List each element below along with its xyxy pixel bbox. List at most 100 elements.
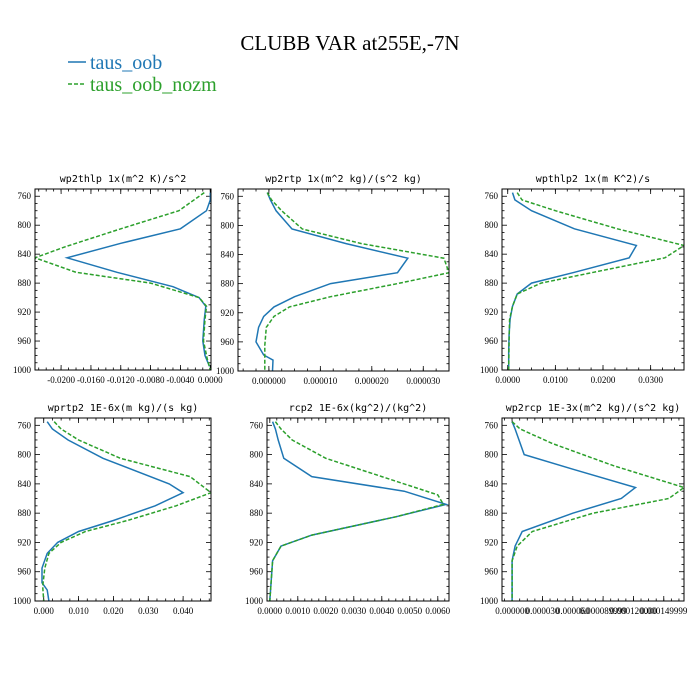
y-tick-label: 960 (18, 336, 32, 346)
y-tick-label: 840 (221, 250, 235, 260)
y-tick-label: 960 (221, 337, 235, 347)
panel-4: wprtp2 1E-6x(m kg)/(s kg) 760 800 840 880 920… (13, 403, 212, 616)
x-tick-label: 0.0000 (257, 606, 282, 616)
y-tick-label: 960 (485, 336, 499, 346)
panel-1: wp2thlp 1x(m^2 K)/s^2 760 800 840 880 920 960 1… (13, 174, 223, 385)
y-tick-label: 960 (18, 567, 32, 577)
y-tick-label: 920 (18, 537, 32, 547)
y-tick-label: 840 (18, 249, 32, 259)
x-tick-label: 0.000060 (556, 606, 590, 616)
figure-title: CLUBB VAR at255E,-7N (240, 31, 459, 55)
plot-frame (237, 188, 450, 372)
series-line-taus-oob (64, 192, 211, 367)
x-tick-label: 0.000000 (495, 606, 529, 616)
x-tick-label: -0.0120 (107, 375, 135, 385)
x-tick-label: 0.020 (103, 606, 124, 616)
x-tick-label: 0.0050 (397, 606, 422, 616)
x-tick-label: -0.0160 (77, 375, 105, 385)
legend-label-taus-oob: taus_oob (90, 52, 162, 74)
x-tick-label: 0.0030 (341, 606, 366, 616)
x-tick-label: 0.000010 (303, 376, 337, 386)
y-tick-label: 880 (221, 279, 235, 289)
panel-title: wp2rtp 1x(m^2 kg)/(s^2 kg) (265, 174, 422, 185)
series-line-taus-oob (255, 192, 410, 371)
legend: taus_oob taus_oob_nozm (68, 52, 217, 96)
y-tick-label: 800 (485, 450, 499, 460)
panel-title: wpthlp2 1x(m K^2)/s (536, 174, 650, 185)
x-tick-label: 0.0100 (543, 375, 568, 385)
panel-grid: wp2thlp 1x(m^2 K)/s^2 760 800 840 880 920 960 1… (13, 174, 688, 616)
x-tick-label: 0.000020 (355, 376, 389, 386)
panel-5: rcp2 1E-6x(kg^2)/(kg^2) 760 800 840 880 920 96… (245, 403, 451, 616)
y-tick-label: 880 (18, 278, 32, 288)
y-tick-label: 760 (485, 420, 499, 430)
series-line-taus-oob-nozm (41, 421, 211, 601)
x-tick-label: 0.040 (173, 606, 194, 616)
x-tick-label: 0.0300 (638, 375, 663, 385)
y-tick-label: 880 (485, 508, 499, 518)
plot-frame (501, 188, 685, 371)
x-tick-label: 0.000030 (406, 376, 440, 386)
y-tick-label: 1000 (480, 365, 499, 375)
panel-title: wp2rcp 1E-3x(m^2 kg)/(s^2 kg) (506, 403, 681, 414)
y-tick-label: 1000 (245, 596, 264, 606)
y-tick-label: 960 (250, 567, 264, 577)
y-tick-label: 920 (485, 537, 499, 547)
legend-label-taus-oob-nozm: taus_oob_nozm (90, 74, 217, 96)
x-tick-label: 0.0000 (495, 375, 520, 385)
x-tick-label: 0.0060 (425, 606, 450, 616)
x-tick-label: 0.030 (138, 606, 159, 616)
series-line-taus-oob (511, 421, 638, 601)
panel-2: wp2rtp 1x(m^2 kg)/(s^2 kg) 760 800 840 880 92… (216, 174, 450, 386)
x-tick-label: 0.0040 (369, 606, 394, 616)
series-line-taus-oob-nozm (511, 421, 684, 601)
y-tick-label: 1000 (216, 366, 235, 376)
y-tick-label: 880 (18, 508, 32, 518)
y-tick-label: 840 (250, 479, 264, 489)
x-tick-label: -0.0200 (47, 375, 75, 385)
y-tick-label: 760 (18, 420, 32, 430)
y-tick-label: 800 (18, 220, 32, 230)
y-tick-label: 840 (485, 249, 499, 259)
plot-frame (501, 417, 685, 602)
y-tick-label: 1000 (480, 596, 499, 606)
series-line-taus-oob-nozm (264, 192, 449, 371)
panel-title: wprtp2 1E-6x(m kg)/(s kg) (48, 403, 199, 414)
y-tick-label: 760 (221, 191, 235, 201)
x-tick-label: 0.000 (34, 606, 55, 616)
y-tick-label: 880 (485, 278, 499, 288)
series-line-taus-oob-nozm (507, 192, 684, 370)
x-tick-label: 0.000030 (526, 606, 560, 616)
series-line-taus-oob-nozm (35, 191, 211, 370)
y-tick-label: 1000 (13, 596, 32, 606)
y-tick-label: 840 (485, 479, 499, 489)
y-tick-label: 800 (485, 220, 499, 230)
y-tick-label: 920 (485, 307, 499, 317)
x-tick-label: 0.000149999 (640, 606, 688, 616)
y-tick-label: 920 (250, 537, 264, 547)
y-tick-label: 880 (250, 508, 264, 518)
y-tick-label: 800 (221, 220, 235, 230)
y-tick-label: 800 (250, 450, 264, 460)
y-tick-label: 760 (18, 191, 32, 201)
plot-frame (34, 188, 212, 371)
series-line-taus-oob-nozm (269, 421, 445, 601)
panel-title: rcp2 1E-6x(kg^2)/(kg^2) (289, 403, 427, 414)
x-tick-label: 0.0010 (285, 606, 310, 616)
x-tick-label: -0.0040 (167, 375, 195, 385)
x-tick-label: 0.000000 (252, 376, 286, 386)
y-tick-label: 920 (221, 308, 235, 318)
plot-frame (266, 417, 450, 602)
x-tick-label: 0.000120000 (610, 606, 658, 616)
y-tick-label: 760 (250, 420, 264, 430)
x-tick-label: 0.010 (68, 606, 89, 616)
panel-title: wp2thlp 1x(m^2 K)/s^2 (60, 174, 186, 185)
y-tick-label: 1000 (13, 365, 32, 375)
y-tick-label: 960 (485, 567, 499, 577)
series-line-taus-oob (507, 192, 638, 370)
x-tick-label: -0.0080 (137, 375, 165, 385)
y-tick-label: 840 (18, 479, 32, 489)
y-tick-label: 920 (18, 307, 32, 317)
series-line-taus-oob (269, 421, 449, 601)
